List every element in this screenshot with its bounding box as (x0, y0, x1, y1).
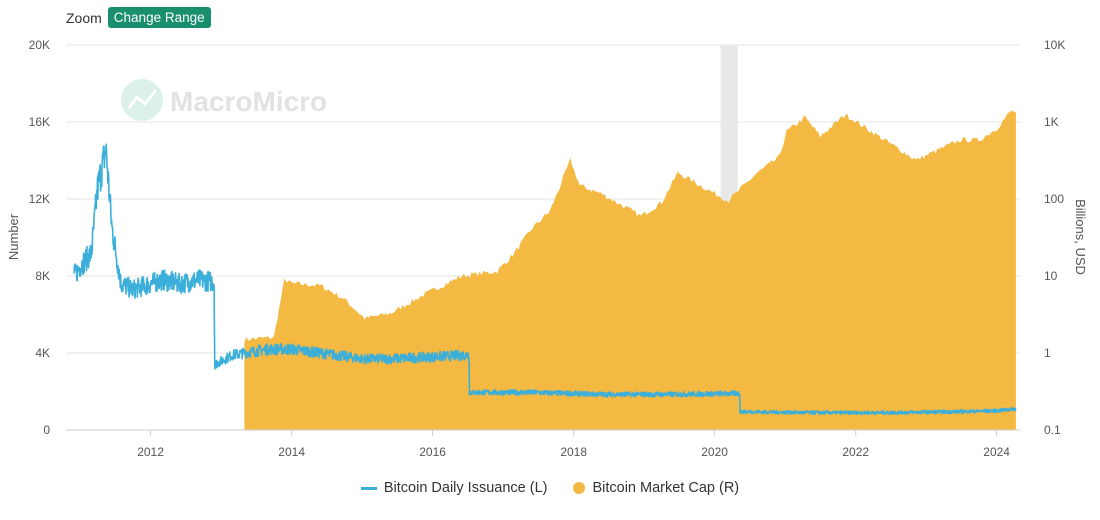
y-tick-label-right: 0.1 (1044, 423, 1061, 437)
series-layer (73, 110, 1017, 431)
x-tick-label: 2020 (701, 445, 728, 459)
series-market-cap-area (244, 110, 1016, 431)
watermark-text: MacroMicro (170, 86, 327, 117)
x-tick-label: 2022 (842, 445, 869, 459)
x-tick-label: 2018 (560, 445, 587, 459)
watermark: MacroMicro (121, 79, 327, 121)
chart-plot: MacroMicro Number Billions, USD 0 4K 8K 12K… (6, 38, 1088, 459)
y-tick-label-left: 0 (43, 423, 50, 437)
change-range-button[interactable]: Change Range (107, 7, 211, 28)
legend-label-market-cap: Bitcoin Market Cap (R) (592, 480, 740, 496)
legend-line-icon (360, 486, 377, 490)
y-tick-label-right: 1 (1044, 346, 1051, 360)
x-tick-label: 2016 (419, 445, 446, 459)
y-tick-label-right: 10K (1044, 38, 1065, 52)
y-tick-label-right: 100 (1044, 192, 1064, 206)
y-tick-label-left: 12K (29, 192, 50, 206)
watermark-trend-icon (127, 89, 158, 109)
legend-dot-icon (573, 482, 586, 494)
legend-item-issuance[interactable]: Bitcoin Daily Issuance (L) (360, 480, 548, 496)
y-tick-label-right: 1K (1044, 115, 1059, 129)
x-tick-label: 2014 (278, 445, 305, 459)
x-tick-label: 2012 (137, 445, 164, 459)
legend: Bitcoin Daily Issuance (L) Bitcoin Marke… (0, 480, 1100, 496)
y-tick-label-left: 20K (29, 38, 50, 52)
axes: Number Billions, USD 0 4K 8K 12K 16K 20K 0.1 1 1… (6, 38, 1088, 459)
y-axis-right-label: Billions, USD (1073, 199, 1088, 275)
legend-label-issuance: Bitcoin Daily Issuance (L) (383, 480, 548, 496)
y-tick-label-right: 10 (1044, 269, 1058, 283)
y-tick-label-left: 4K (35, 346, 50, 360)
y-axis-left-label: Number (6, 213, 21, 260)
legend-item-market-cap[interactable]: Bitcoin Market Cap (R) (573, 480, 739, 496)
x-tick-label: 2024 (983, 445, 1010, 459)
zoom-label: Zoom (66, 9, 102, 26)
zoom-toolbar: Zoom Change Range (66, 7, 211, 28)
y-tick-label-left: 16K (29, 115, 50, 129)
series-issuance-line (73, 143, 1017, 416)
y-tick-label-left: 8K (35, 269, 50, 283)
